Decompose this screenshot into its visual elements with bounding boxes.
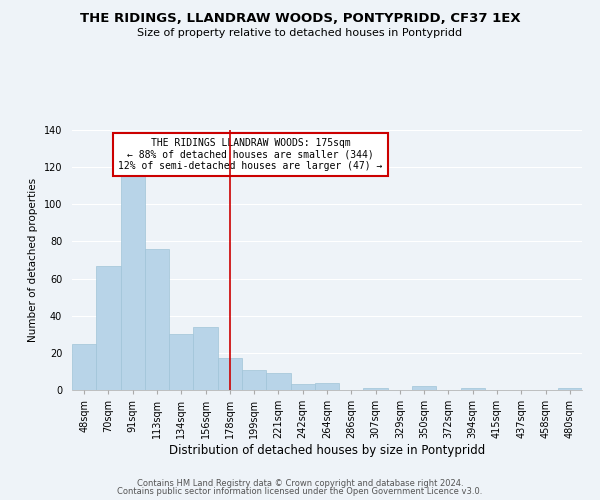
Bar bbox=[145, 249, 169, 390]
Bar bbox=[121, 171, 145, 390]
Text: Contains HM Land Registry data © Crown copyright and database right 2024.: Contains HM Land Registry data © Crown c… bbox=[137, 478, 463, 488]
Bar bbox=[266, 374, 290, 390]
Bar bbox=[169, 334, 193, 390]
Bar bbox=[96, 266, 121, 390]
Bar bbox=[364, 388, 388, 390]
Bar bbox=[72, 344, 96, 390]
Text: THE RIDINGS, LLANDRAW WOODS, PONTYPRIDD, CF37 1EX: THE RIDINGS, LLANDRAW WOODS, PONTYPRIDD,… bbox=[80, 12, 520, 26]
Bar bbox=[218, 358, 242, 390]
Bar bbox=[290, 384, 315, 390]
Text: Contains public sector information licensed under the Open Government Licence v3: Contains public sector information licen… bbox=[118, 487, 482, 496]
Bar bbox=[412, 386, 436, 390]
Text: THE RIDINGS LLANDRAW WOODS: 175sqm
← 88% of detached houses are smaller (344)
12: THE RIDINGS LLANDRAW WOODS: 175sqm ← 88%… bbox=[118, 138, 383, 171]
Text: Size of property relative to detached houses in Pontypridd: Size of property relative to detached ho… bbox=[137, 28, 463, 38]
Bar bbox=[315, 382, 339, 390]
Bar bbox=[558, 388, 582, 390]
Bar bbox=[193, 327, 218, 390]
Bar bbox=[461, 388, 485, 390]
X-axis label: Distribution of detached houses by size in Pontypridd: Distribution of detached houses by size … bbox=[169, 444, 485, 457]
Y-axis label: Number of detached properties: Number of detached properties bbox=[28, 178, 38, 342]
Bar bbox=[242, 370, 266, 390]
